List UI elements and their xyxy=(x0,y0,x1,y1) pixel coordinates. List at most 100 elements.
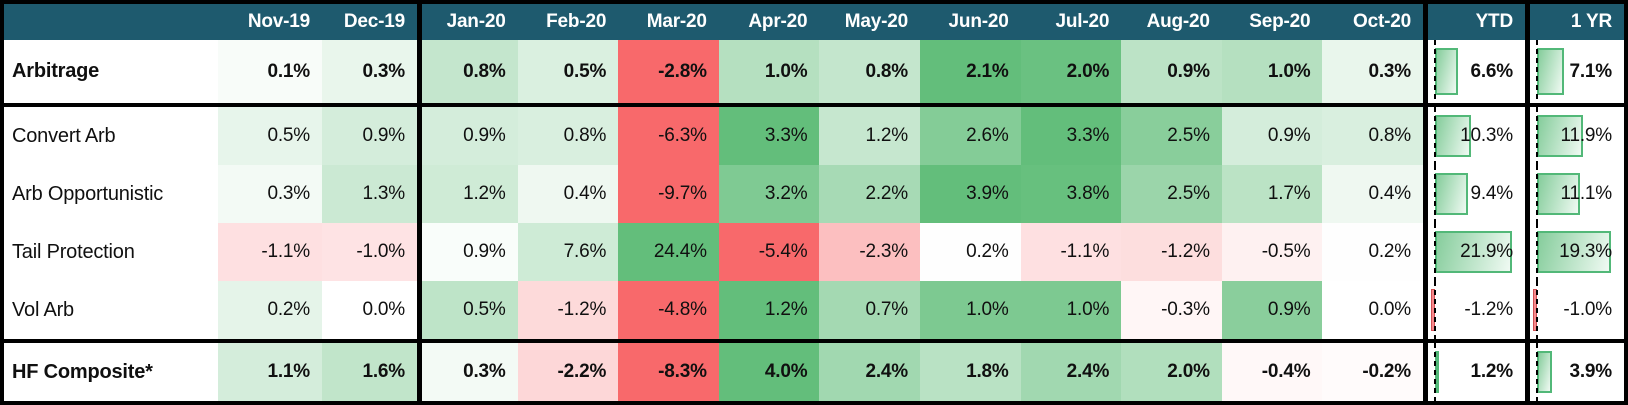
row-label: Vol Arb xyxy=(4,281,218,339)
cell-value: 2.5% xyxy=(1167,125,1210,146)
cell-value: 0.4% xyxy=(563,183,607,204)
cell-value: -1.0% xyxy=(356,241,405,262)
heatmap-cell: 0.3% xyxy=(218,165,322,223)
cell-value: 1.6% xyxy=(362,361,405,382)
cell-value: 3.9% xyxy=(966,183,1009,204)
cell-value: -2.2% xyxy=(557,361,607,382)
cell-value: 21.9% xyxy=(1460,241,1513,262)
column-header-label: Oct-20 xyxy=(1353,11,1411,32)
value-databar xyxy=(1536,48,1565,95)
heatmap-cell: 0.0% xyxy=(322,281,417,339)
cell-value: -0.3% xyxy=(1161,299,1210,320)
heatmap-cell: 1.2% xyxy=(718,281,820,339)
column-header-sep-20: Sep-20 xyxy=(1222,4,1323,40)
heatmap-cell: 0.5% xyxy=(218,107,322,165)
cell-value: 2.6% xyxy=(966,125,1009,146)
cell-value: 0.9% xyxy=(463,125,506,146)
table-row-arb-opportunistic: Arb Opportunistic 0.3% 1.3% 1.2% 0.4% -9.7% 3.… xyxy=(4,165,1624,223)
column-header-label: Nov-19 xyxy=(247,11,310,32)
heatmap-cell: 2.6% xyxy=(919,107,1021,165)
heatmap-cell: 0.8% xyxy=(417,40,518,103)
column-header-label: Jan-20 xyxy=(446,11,506,32)
cell-value: 2.0% xyxy=(1066,60,1110,82)
zero-axis-line xyxy=(1535,281,1538,339)
cell-value: 1.2% xyxy=(463,183,506,204)
heatmap-cell: -2.3% xyxy=(819,223,920,281)
zero-axis-line xyxy=(1535,223,1538,281)
heatmap-cell: 0.5% xyxy=(517,40,619,103)
cell-value: -4.8% xyxy=(658,299,707,320)
column-header-dec-19: Dec-19 xyxy=(322,4,417,40)
heatmap-cell: 0.4% xyxy=(1322,165,1423,223)
heatmap-cell: 0.8% xyxy=(517,107,619,165)
cell-value: 6.6% xyxy=(1470,60,1513,82)
cell-value: 0.0% xyxy=(1368,299,1411,320)
cell-value: 1.2% xyxy=(1470,361,1513,382)
heatmap-cell: 1.1% xyxy=(218,343,322,401)
row-label: Arb Opportunistic xyxy=(4,165,218,223)
table-row-hf-composite-: HF Composite* 1.1% 1.6% 0.3% -2.2% -8.3% 4.0% 2… xyxy=(4,343,1624,401)
cell-value: 1.2% xyxy=(764,299,808,320)
column-header-label: Apr-20 xyxy=(748,11,808,32)
table-row-arbitrage: Arbitrage 0.1% 0.3% 0.8% 0.5% -2.8% 1.0% 0.8% 2.… xyxy=(4,40,1624,103)
value-databar xyxy=(1434,114,1472,158)
heatmap-cell: 0.2% xyxy=(919,223,1021,281)
cell-value: 9.4% xyxy=(1470,183,1513,204)
cell-value: 24.4% xyxy=(653,241,707,262)
heatmap-cell: 1.0% xyxy=(1020,281,1122,339)
heatmap-cell: -0.3% xyxy=(1121,281,1222,339)
one-yr-cell: -1.0% xyxy=(1524,281,1624,339)
cell-value: 0.1% xyxy=(267,60,310,82)
cell-value: 3.8% xyxy=(1066,183,1110,204)
cell-value: 0.9% xyxy=(1267,125,1311,146)
heatmap-cell: -1.1% xyxy=(1020,223,1122,281)
zero-axis-line xyxy=(1433,343,1436,401)
zero-axis-line xyxy=(1433,40,1436,103)
cell-value: 0.9% xyxy=(1167,60,1210,82)
cell-value: 0.5% xyxy=(463,299,506,320)
column-header-label: May-20 xyxy=(844,11,908,32)
cell-value: -9.7% xyxy=(658,183,707,204)
heatmap-cell: 2.1% xyxy=(919,40,1021,103)
zero-axis-line xyxy=(1433,281,1436,339)
heatmap-cell: -5.4% xyxy=(718,223,820,281)
heatmap-cell: -1.0% xyxy=(322,223,417,281)
heatmap-cell: 3.2% xyxy=(718,165,820,223)
cell-value: 2.2% xyxy=(865,183,908,204)
heatmap-cell: -8.3% xyxy=(618,343,719,401)
ytd-cell: -1.2% xyxy=(1422,281,1525,339)
cell-value: -1.2% xyxy=(557,299,607,320)
row-label-text: HF Composite* xyxy=(12,360,153,383)
heatmap-cell: 2.5% xyxy=(1121,165,1222,223)
heatmap-cell: 0.9% xyxy=(322,107,417,165)
heatmap-cell: 0.8% xyxy=(1322,107,1423,165)
section-divider xyxy=(4,339,1624,343)
cell-value: 2.4% xyxy=(865,361,908,382)
cell-value: -0.2% xyxy=(1362,361,1411,382)
cell-value: -1.1% xyxy=(1060,241,1110,262)
heatmap-cell: -9.7% xyxy=(618,165,719,223)
heatmap-cell: 0.4% xyxy=(517,165,619,223)
ytd-cell: 6.6% xyxy=(1422,40,1525,103)
heatmap-cell: 7.6% xyxy=(517,223,619,281)
cell-value: -5.4% xyxy=(758,241,808,262)
heatmap-cell: 2.0% xyxy=(1020,40,1122,103)
column-header-label: Jun-20 xyxy=(948,11,1009,32)
column-header-label: Feb-20 xyxy=(546,11,607,32)
column-header-jul-20: Jul-20 xyxy=(1021,4,1122,40)
column-header-ytd: YTD xyxy=(1422,4,1525,40)
column-header-label: Sep-20 xyxy=(1249,11,1311,32)
column-header-jan-20: Jan-20 xyxy=(417,4,518,40)
cell-value: 0.0% xyxy=(362,299,405,320)
heatmap-cell: -1.2% xyxy=(1121,223,1222,281)
cell-value: 1.8% xyxy=(966,361,1009,382)
zero-axis-line xyxy=(1433,223,1436,281)
column-header-nov-19: Nov-19 xyxy=(218,4,322,40)
one-yr-cell: 7.1% xyxy=(1524,40,1624,103)
table-row-tail-protection: Tail Protection -1.1% -1.0% 0.9% 7.6% 24.4% -5… xyxy=(4,223,1624,281)
value-databar xyxy=(1536,230,1612,274)
cell-value: -0.4% xyxy=(1261,361,1311,382)
zero-axis-line xyxy=(1433,165,1436,223)
cell-value: -0.5% xyxy=(1261,241,1311,262)
heatmap-cell: 0.9% xyxy=(417,223,518,281)
